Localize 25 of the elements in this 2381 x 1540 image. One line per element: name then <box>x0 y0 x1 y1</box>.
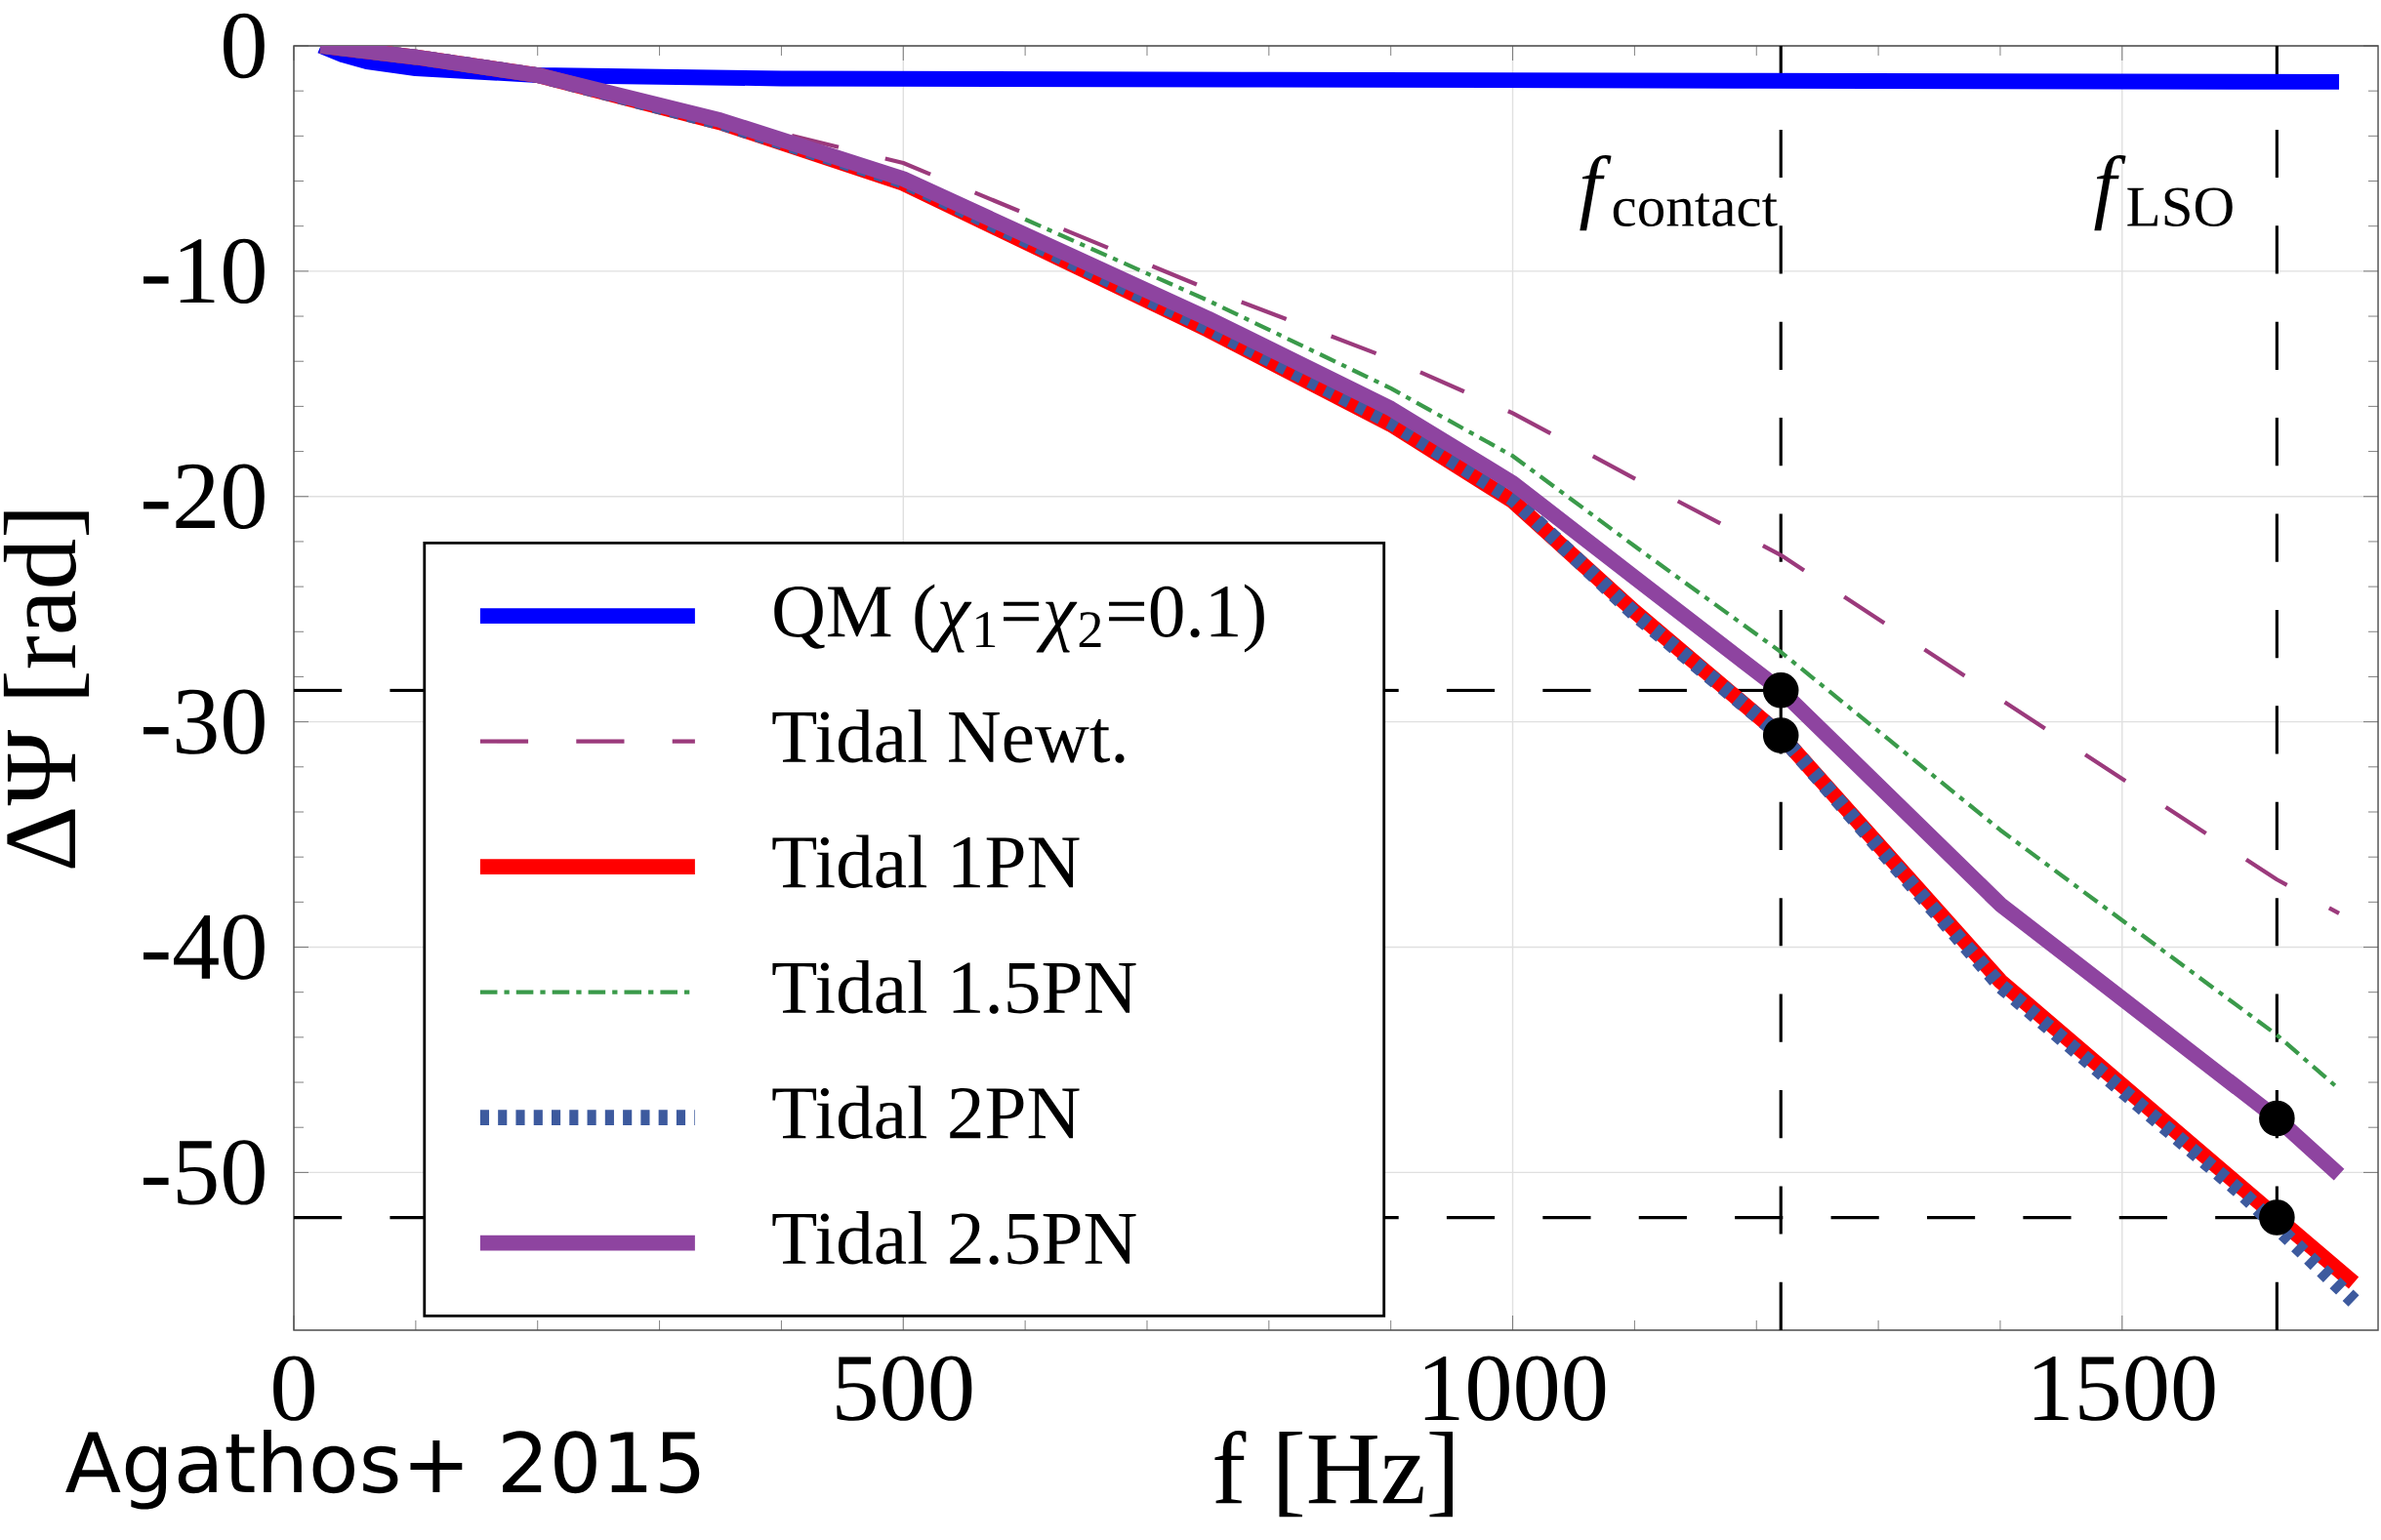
y-tick-label: -50 <box>143 1140 265 1205</box>
point <box>2259 1100 2295 1137</box>
legend-label: Tidal 2.5PN <box>772 1211 1136 1265</box>
point <box>1762 717 1799 753</box>
y-tick-label: -40 <box>143 914 265 980</box>
x-tick-label: 1500 <box>2034 1356 2215 1421</box>
x-tick-label: 500 <box>837 1356 972 1421</box>
y-tick-label: -10 <box>143 238 265 304</box>
y-tick-label: -20 <box>143 464 265 529</box>
x-axis-title: f [Hz] <box>1214 1430 1453 1518</box>
text: Agathos+ 2015 <box>65 1429 700 1510</box>
x-tick-label: 0 <box>273 1356 314 1421</box>
legend-label: QM (χ$_{1}$=χ$_{2}$=0.1) <box>774 584 1264 653</box>
legend-label: Tidal 2PN <box>772 1085 1080 1139</box>
ref-line-label: f$_{contact}$ <box>1580 155 1778 231</box>
point <box>1762 672 1799 709</box>
legend-label: Tidal 1.5PN <box>772 960 1136 1014</box>
x-tick-label: 1000 <box>1424 1356 1606 1421</box>
y-axis-title: ΔΨ [rad] <box>3 511 90 869</box>
legend-label: Tidal Newt. <box>772 709 1125 763</box>
ref-line-label: f$_{LSO}$ <box>2094 155 2233 231</box>
point <box>2259 1199 2295 1236</box>
y-tick-label: 0 <box>224 13 265 79</box>
y-tick-label: -30 <box>143 689 265 754</box>
legend-label: Tidal 1PN <box>772 834 1080 888</box>
